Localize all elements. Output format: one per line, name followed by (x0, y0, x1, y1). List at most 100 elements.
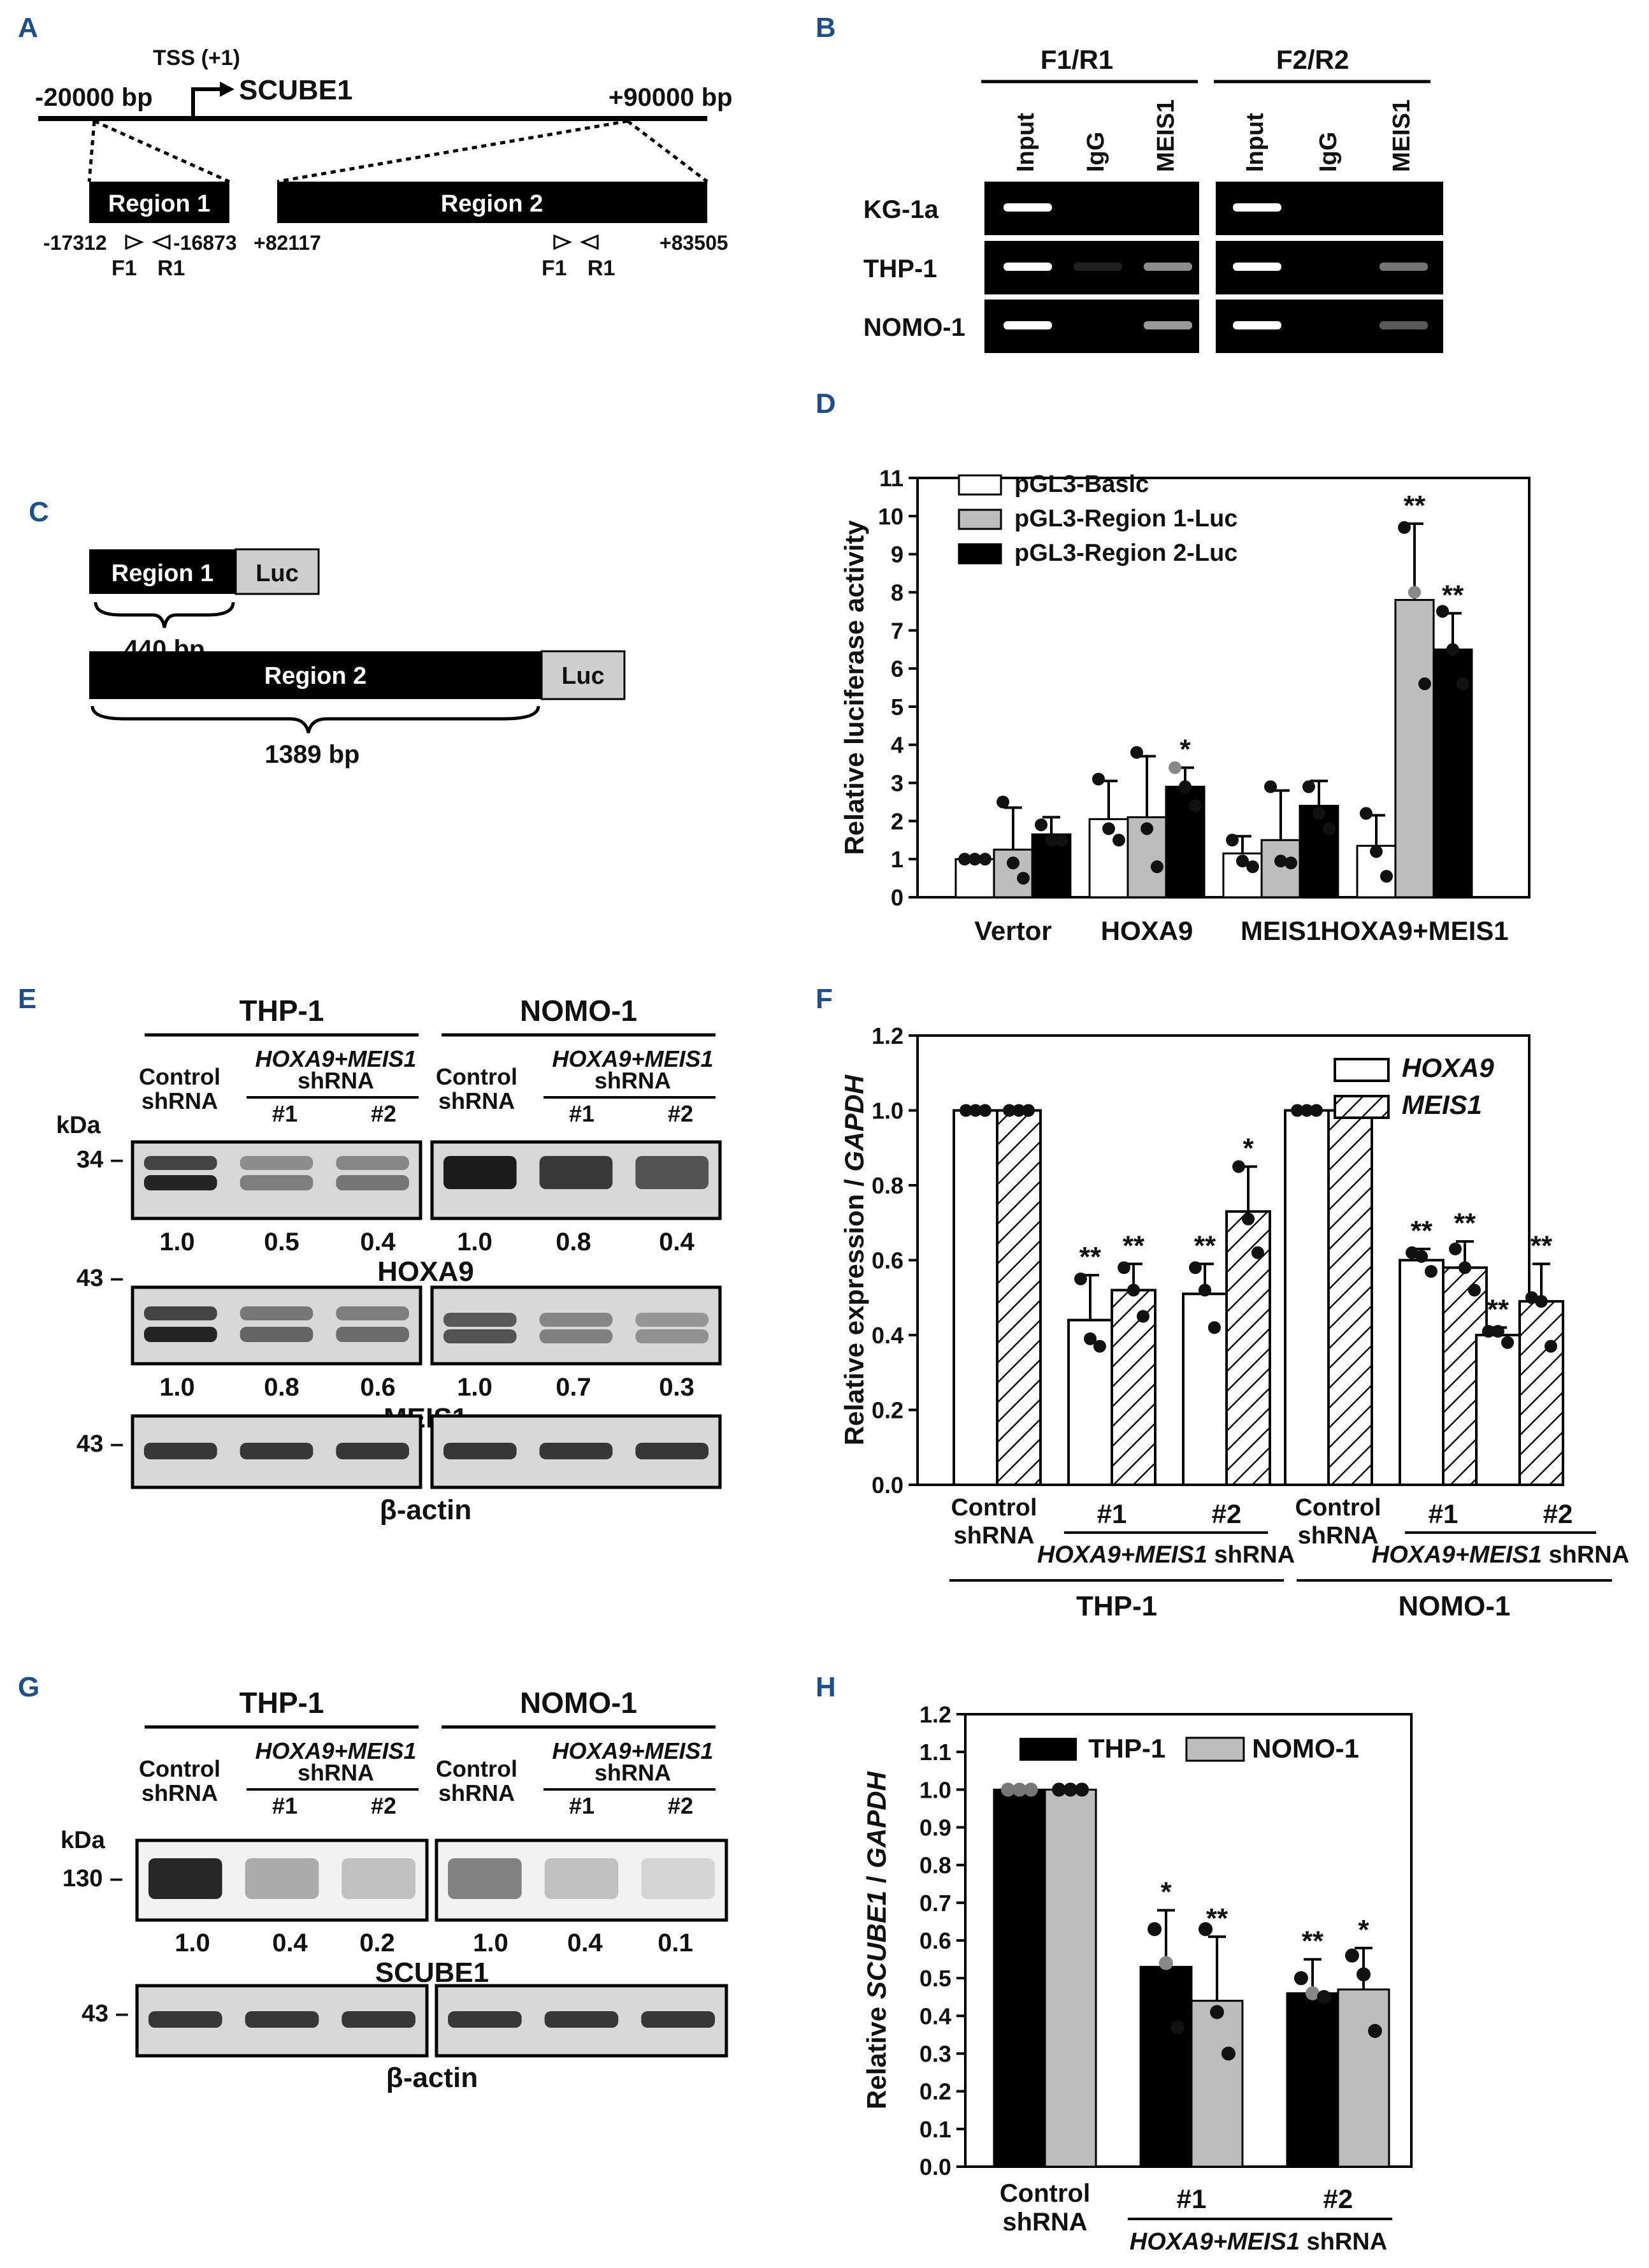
panel-label-e: E (18, 983, 36, 1015)
data-point (1151, 860, 1163, 874)
chip-gel-images: KG-1a THP-1 NOMO-1 (863, 182, 1443, 353)
y-tick-label: 0.8 (872, 1173, 904, 1199)
data-point (1102, 822, 1115, 835)
category-label: Vertor (974, 916, 1051, 946)
protein-band (240, 1175, 313, 1190)
data-point (1092, 772, 1105, 786)
hoxa9-quant: 0.8 (556, 1228, 591, 1256)
data-point (1130, 746, 1143, 759)
protein-band (635, 1329, 709, 1343)
scube1-quant: 0.2 (359, 1929, 395, 1957)
significance-mark: ** (1442, 579, 1464, 610)
legend-label: pGL3-Region 1-Luc (1014, 505, 1237, 532)
protein-band (240, 1306, 313, 1320)
primer-group-f2r2: F2/R2 (1276, 45, 1349, 75)
panel-label-a: A (18, 12, 38, 43)
significance-mark: ** (1454, 1208, 1476, 1239)
gel-band (1233, 203, 1281, 212)
data-point (1001, 1782, 1015, 1797)
protein-band (245, 1858, 319, 1899)
f1-primer-icon-1 (125, 234, 144, 250)
data-point (1242, 1212, 1255, 1225)
tss-label: TSS (+1) (153, 46, 240, 70)
significance-mark: ** (1487, 1294, 1509, 1325)
data-point (1251, 1246, 1264, 1259)
kd-label-2: shRNA (594, 1759, 671, 1786)
lane-label: Input (1012, 113, 1039, 172)
protein-band (544, 1858, 619, 1899)
cell-group-label: THP-1 (1076, 1591, 1157, 1622)
scube1-quant: 0.4 (272, 1929, 308, 1957)
y-tick-label: 0.2 (919, 2079, 951, 2105)
gene-name: SCUBE1 (239, 75, 353, 106)
primer-f1-label-1: F1 (112, 256, 137, 280)
control-label-2: shRNA (954, 1522, 1035, 1549)
y-tick-label: 0.8 (919, 1853, 951, 1879)
data-point (1045, 834, 1058, 847)
f1-primer-icon-2 (553, 234, 572, 250)
protein-band (144, 1443, 217, 1459)
cell-line-header: NOMO-1 (520, 994, 637, 1027)
significance-mark: ** (1206, 1903, 1228, 1934)
legend-swatch (958, 543, 1002, 565)
kd-number-label: #1 (1429, 1499, 1458, 1529)
data-point (1221, 2046, 1235, 2061)
protein-band (443, 1329, 517, 1343)
gel-band (1144, 263, 1192, 271)
scube1-quant: 1.0 (175, 1929, 210, 1957)
hoxa9-quant: 0.5 (264, 1228, 299, 1256)
significance-mark: ** (1123, 1230, 1145, 1261)
data-point (1199, 1283, 1211, 1297)
y-tick-label: 7 (891, 618, 904, 644)
protein-band (144, 1156, 217, 1170)
construct1-luc (234, 548, 320, 595)
bar (1139, 1965, 1193, 2168)
data-point (1075, 1782, 1089, 1797)
protein-band (443, 1443, 517, 1459)
hoxa9-quant: 1.0 (457, 1228, 493, 1256)
data-point (1022, 1104, 1035, 1117)
control-label-2: shRNA (438, 1780, 515, 1806)
data-point (1148, 1922, 1162, 1937)
blot-strip (435, 1838, 728, 1922)
legend-label: pGL3-Basic (1014, 471, 1149, 498)
legend-label: HOXA9 (1402, 1053, 1494, 1083)
meis1-quant: 1.0 (457, 1373, 493, 1401)
protein-band (245, 2011, 319, 2028)
data-point (1118, 1261, 1130, 1275)
data-point (1545, 1340, 1557, 1353)
protein-band (635, 1313, 709, 1327)
meis1-quant: 0.7 (556, 1373, 591, 1401)
data-point (979, 1104, 991, 1117)
primer-f1-label-2: F1 (542, 256, 567, 280)
category-label: MEIS1 (1241, 916, 1321, 946)
bar (1299, 804, 1339, 899)
data-point (1294, 1971, 1308, 1986)
y-tick-label: 1 (891, 846, 904, 872)
primer-r1-label-2: R1 (587, 256, 615, 280)
y-tick-label: 0.7 (919, 1890, 951, 1916)
y-tick-label: 3 (891, 770, 904, 797)
data-point (969, 1104, 982, 1117)
data-point (1317, 1990, 1331, 2004)
kd-label: HOXA9+MEIS1 (255, 1046, 416, 1072)
data-point (958, 853, 971, 866)
hoxa9-quant: 0.4 (360, 1228, 396, 1256)
bar (1182, 1292, 1228, 1486)
kd-number: #2 (668, 1101, 693, 1127)
control-label: Control (139, 1756, 220, 1782)
cell-line-header: THP-1 (240, 1686, 324, 1719)
bar (1432, 648, 1473, 899)
legend-label: MEIS1 (1402, 1090, 1482, 1120)
legend-swatch (1334, 1095, 1390, 1119)
region1-start: -17312 (43, 231, 107, 254)
bar (1394, 598, 1435, 899)
significance-mark: ** (1404, 490, 1426, 521)
gel-band (1074, 263, 1122, 271)
protein-band (336, 1175, 409, 1190)
data-point (1226, 834, 1239, 847)
scube1-quant: 0.1 (658, 1929, 693, 1957)
y-tick-label: 1.2 (872, 1023, 904, 1049)
cell-line-header: THP-1 (240, 994, 324, 1027)
data-point (1093, 1340, 1106, 1353)
